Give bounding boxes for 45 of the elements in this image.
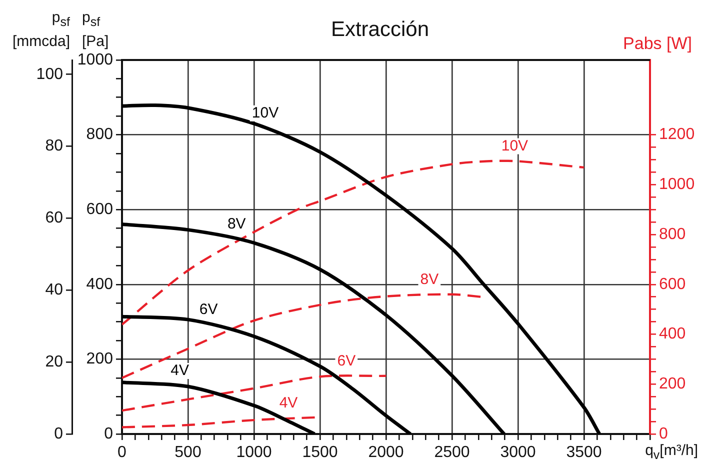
x-tick-label: 0 (118, 444, 127, 462)
series-label: 10V (252, 104, 279, 122)
y3-tick-label: 80 (45, 138, 64, 155)
y3-tick-label: 0 (54, 425, 64, 442)
y3-tick-label: 40 (45, 282, 64, 299)
y2-tick-label: 800 (659, 226, 686, 243)
y2-axis-title: Pabs [W] (623, 34, 692, 54)
y3-tick-label: 60 (45, 210, 64, 227)
y2-tick-label: 200 (659, 376, 686, 393)
line-series (122, 160, 586, 326)
series-label: 8V (227, 216, 246, 233)
y2-tick-label: 0 (659, 425, 668, 442)
x-tick-label: 500 (174, 444, 202, 462)
series-label: 4V (170, 362, 189, 380)
chart-title: Extracción (330, 18, 430, 41)
y2-tick-label: 1000 (659, 176, 695, 194)
y2-tick-label: 400 (659, 326, 686, 343)
y3-tick-label: 20 (45, 353, 64, 370)
y-tick-label: 0 (104, 425, 114, 442)
y-tick-label: 200 (86, 350, 114, 368)
series-label: 8V (420, 271, 439, 288)
line-series (122, 314, 412, 434)
line-series (122, 380, 316, 434)
y-tick-label: 400 (86, 276, 114, 293)
series-label: 10V (501, 137, 528, 154)
series-label: 6V (199, 300, 218, 318)
y-tick-label: 1000 (77, 51, 114, 68)
y-tick-label: 600 (86, 201, 114, 218)
y2-tick-label: 1200 (659, 126, 695, 144)
x-tick-label: 3500 (566, 444, 602, 462)
line-series (122, 374, 388, 412)
y-tick-label: 800 (86, 126, 114, 144)
x-tick-label: 3000 (500, 444, 536, 462)
series-label: 6V (337, 352, 356, 370)
x-tick-label: 1500 (302, 444, 338, 462)
line-series (122, 103, 602, 434)
y2-tick-label: 600 (659, 276, 686, 293)
x-tick-label: 2500 (434, 444, 470, 462)
y3-axis-title: p$_{sf}$ [mmcda] (12, 8, 70, 52)
x-tick-label: 1000 (236, 444, 272, 462)
x-tick-label: 2000 (368, 444, 404, 462)
series-label: 4V (279, 394, 298, 412)
y3-tick-label: 100 (36, 66, 64, 83)
x-axis-title: q$_{v}$[m³/h] (645, 442, 698, 462)
y-axis-title: p$_{sf}$ [Pa] (82, 8, 109, 52)
